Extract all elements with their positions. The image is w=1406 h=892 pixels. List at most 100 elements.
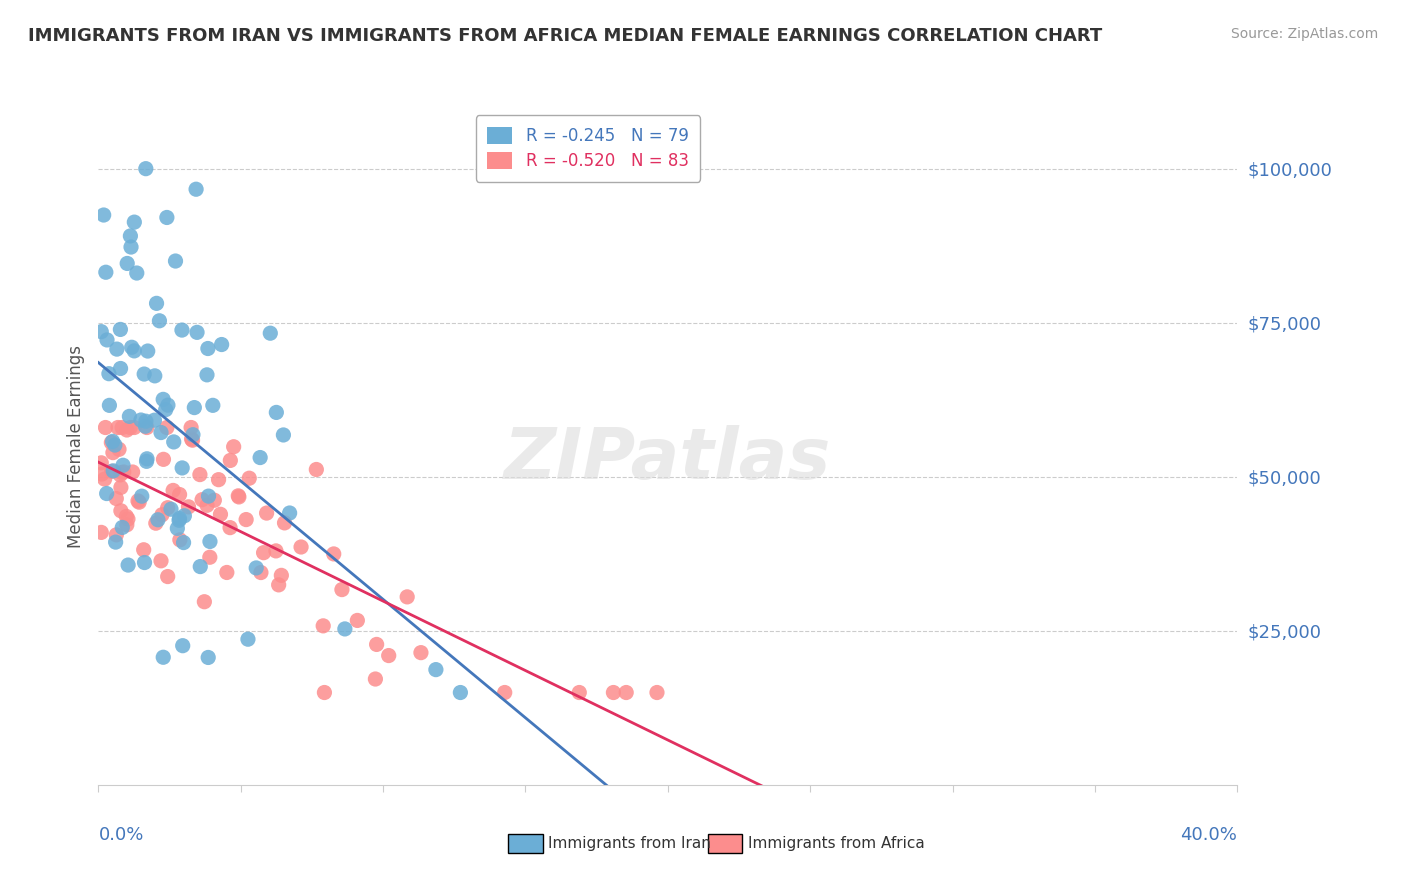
Point (117, 512, 139, 526)
Point (101, 445, 124, 459)
Point (256, 506, 278, 520)
Point (165, 254, 187, 268)
Point (197, 650, 219, 665)
Text: 0.0%: 0.0% (98, 826, 143, 844)
Point (103, 464, 125, 478)
Y-axis label: Median Female Earnings: Median Female Earnings (66, 344, 84, 548)
Point (366, 637, 388, 651)
Point (152, 392, 174, 407)
Point (207, 473, 229, 487)
Point (120, 420, 142, 434)
Point (173, 535, 195, 549)
Point (322, 547, 344, 561)
Text: Immigrants from Africa: Immigrants from Africa (748, 836, 924, 851)
Point (314, 685, 336, 699)
Point (494, 685, 516, 699)
Point (377, 648, 399, 663)
Point (181, 427, 204, 442)
Point (121, 340, 143, 354)
Text: 40.0%: 40.0% (1181, 826, 1237, 844)
Point (115, 509, 138, 524)
Point (396, 590, 419, 604)
Point (252, 546, 274, 560)
Point (173, 508, 195, 523)
Point (183, 401, 205, 415)
Point (143, 368, 166, 383)
Point (90, 325, 112, 339)
Point (124, 215, 146, 229)
Point (222, 440, 245, 454)
Point (90, 456, 112, 470)
Point (195, 498, 218, 512)
Point (169, 487, 191, 501)
Point (90, 525, 112, 540)
Point (98, 398, 121, 412)
Point (312, 619, 335, 633)
Point (259, 326, 281, 341)
Point (145, 296, 167, 310)
Point (166, 521, 188, 535)
Point (143, 413, 166, 427)
Point (150, 508, 173, 522)
Point (128, 495, 150, 509)
Point (170, 323, 193, 337)
Point (110, 466, 132, 480)
Point (215, 566, 238, 580)
Point (198, 550, 221, 565)
Point (614, 685, 637, 699)
Point (125, 266, 148, 280)
Point (177, 500, 200, 514)
Point (136, 451, 159, 466)
Point (228, 490, 250, 504)
Point (333, 622, 356, 636)
Point (169, 533, 191, 547)
Point (201, 398, 224, 412)
Point (181, 434, 204, 448)
Point (330, 582, 353, 597)
Point (112, 458, 135, 473)
Point (96, 333, 118, 347)
Point (129, 413, 152, 427)
Point (112, 465, 135, 479)
Point (115, 256, 138, 270)
Point (273, 516, 295, 530)
Point (155, 402, 177, 417)
Point (148, 314, 170, 328)
Point (191, 492, 214, 507)
Point (219, 453, 242, 467)
Point (238, 471, 260, 485)
Point (150, 554, 173, 568)
Point (195, 368, 218, 382)
Point (163, 434, 186, 449)
Point (270, 568, 292, 582)
Point (273, 428, 295, 442)
Point (236, 632, 259, 647)
Point (278, 506, 301, 520)
Point (93, 208, 115, 222)
Point (90, 467, 112, 481)
Point (152, 452, 174, 467)
Point (104, 438, 127, 452)
Point (290, 540, 312, 554)
FancyBboxPatch shape (707, 834, 742, 853)
Point (111, 420, 134, 434)
Point (122, 343, 145, 358)
Text: IMMIGRANTS FROM IRAN VS IMMIGRANTS FROM AFRICA MEDIAN FEMALE EARNINGS CORRELATIO: IMMIGRANTS FROM IRAN VS IMMIGRANTS FROM … (28, 27, 1102, 45)
Point (135, 420, 157, 434)
Point (107, 420, 129, 434)
Point (568, 685, 591, 699)
Point (346, 614, 368, 628)
Point (266, 405, 288, 419)
Point (94, 420, 117, 434)
Point (156, 500, 179, 515)
Point (188, 467, 211, 482)
Point (110, 322, 132, 336)
Point (131, 489, 153, 503)
Text: ZIPatlas: ZIPatlas (505, 425, 831, 494)
Point (197, 489, 219, 503)
Point (120, 229, 142, 244)
Point (202, 493, 225, 508)
Point (100, 464, 122, 478)
Point (197, 342, 219, 356)
Point (110, 504, 132, 518)
